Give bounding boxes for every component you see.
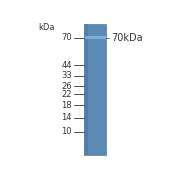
Text: 70: 70 — [61, 33, 72, 42]
Text: 18: 18 — [61, 101, 72, 110]
Text: kDa: kDa — [39, 23, 55, 32]
Bar — [84, 24, 88, 155]
Text: 44: 44 — [62, 61, 72, 70]
Bar — [85, 36, 105, 39]
Text: 14: 14 — [62, 113, 72, 122]
Text: 70kDa: 70kDa — [111, 33, 143, 42]
Text: 26: 26 — [61, 82, 72, 91]
Text: 10: 10 — [62, 127, 72, 136]
Text: 22: 22 — [62, 90, 72, 99]
Text: 33: 33 — [61, 71, 72, 80]
Bar — [84, 24, 106, 155]
